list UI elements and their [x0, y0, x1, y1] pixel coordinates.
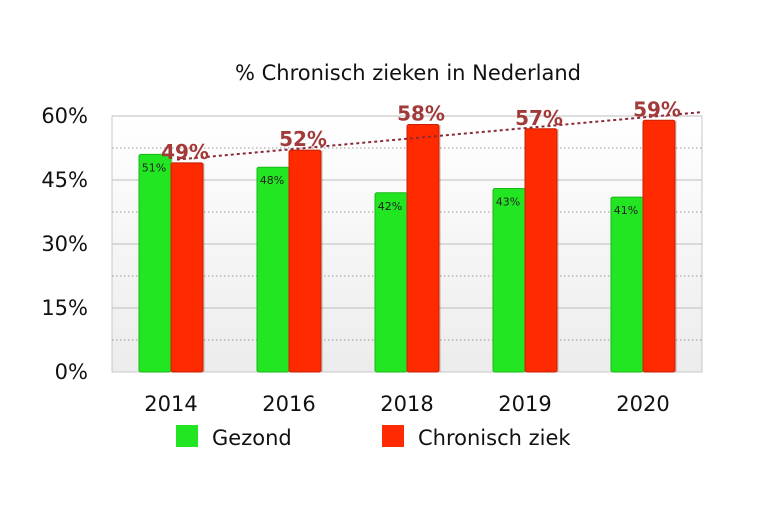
bar-chronisch-ziek-2016 [288, 149, 322, 373]
chart-title: % Chronisch zieken in Nederland [235, 61, 581, 85]
bar-chronisch-ziek-2018 [406, 124, 440, 373]
data-label-chronisch-ziek-2014: 49% [161, 140, 209, 164]
legend-label-chronisch-ziek: Chronisch ziek [418, 426, 571, 450]
bar-chronisch-ziek-2020 [642, 119, 676, 373]
data-label-chronisch-ziek-2018: 58% [397, 102, 445, 126]
bar-gezond-2018 [374, 192, 408, 373]
legend-swatch-gezond [176, 425, 198, 447]
data-labels: 51%49% 48% 52% 42% 58% 43% 57% 41% 59% [142, 97, 681, 217]
x-tick-label: 2020 [616, 392, 669, 416]
bar-gezond-2019 [492, 188, 526, 373]
data-label-gezond-2018: 42% [378, 200, 402, 213]
data-label-chronisch-ziek-2016: 52% [279, 127, 327, 151]
x-tick-label: 2016 [262, 392, 315, 416]
legend-label-gezond: Gezond [212, 426, 292, 450]
y-axis-ticks: 0% 15% 30% 45% 60% [41, 104, 88, 384]
x-tick-label: 2014 [144, 392, 197, 416]
x-axis-ticks: 2014 2016 2018 2019 2020 [144, 392, 669, 416]
data-label-chronisch-ziek-2019: 57% [515, 106, 563, 130]
data-label-gezond-2014: 51% [142, 161, 166, 174]
x-tick-label: 2018 [380, 392, 433, 416]
bar-gezond-2020 [610, 196, 644, 373]
y-tick-label: 0% [55, 360, 88, 384]
y-tick-label: 60% [41, 104, 88, 128]
y-tick-label: 45% [41, 168, 88, 192]
trendline-chronisch-ziek [176, 111, 703, 161]
data-label-gezond-2020: 41% [614, 204, 638, 217]
legend-swatch-chronisch-ziek [382, 425, 404, 447]
bar-gezond-2016 [256, 166, 290, 373]
data-label-chronisch-ziek-2020: 59% [633, 97, 681, 121]
trendline [176, 111, 703, 161]
bar-chronisch-ziek-2014 [170, 162, 204, 373]
legend: Gezond Chronisch ziek [176, 425, 571, 450]
bar-chronisch-ziek-2019 [524, 128, 558, 373]
data-label-gezond-2016: 48% [260, 174, 284, 187]
x-tick-label: 2019 [498, 392, 551, 416]
data-label-gezond-2019: 43% [496, 196, 520, 209]
y-tick-label: 30% [41, 232, 88, 256]
bars [138, 119, 677, 373]
bar-gezond-2014 [138, 153, 172, 373]
y-tick-label: 15% [41, 296, 88, 320]
